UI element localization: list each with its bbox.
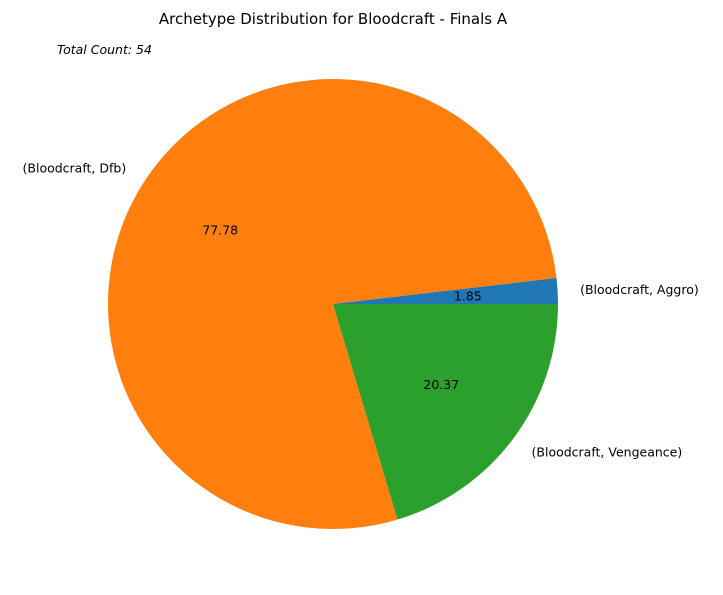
total-count-annotation: Total Count: 54 — [57, 42, 152, 57]
pie-labels: 1.85 (Bloodcraft, Aggro) 77.78 (Bloodcraft,… — [23, 160, 699, 459]
slice-category-label: (Bloodcraft, Aggro) — [580, 282, 699, 297]
pie-slice — [333, 304, 558, 520]
slice-category-label: (Bloodcraft, Vengeance) — [532, 444, 683, 459]
pie-slices — [108, 78, 558, 529]
slice-percent-label: 20.37 — [423, 377, 459, 392]
pie-slice — [108, 78, 557, 529]
chart-title: Archetype Distribution for Bloodcraft - … — [159, 10, 508, 28]
slice-percent-label: 1.85 — [454, 289, 482, 304]
pie-slice — [333, 277, 558, 304]
slice-percent-label: 77.78 — [202, 222, 238, 237]
slice-category-label: (Bloodcraft, Dfb) — [23, 160, 127, 175]
